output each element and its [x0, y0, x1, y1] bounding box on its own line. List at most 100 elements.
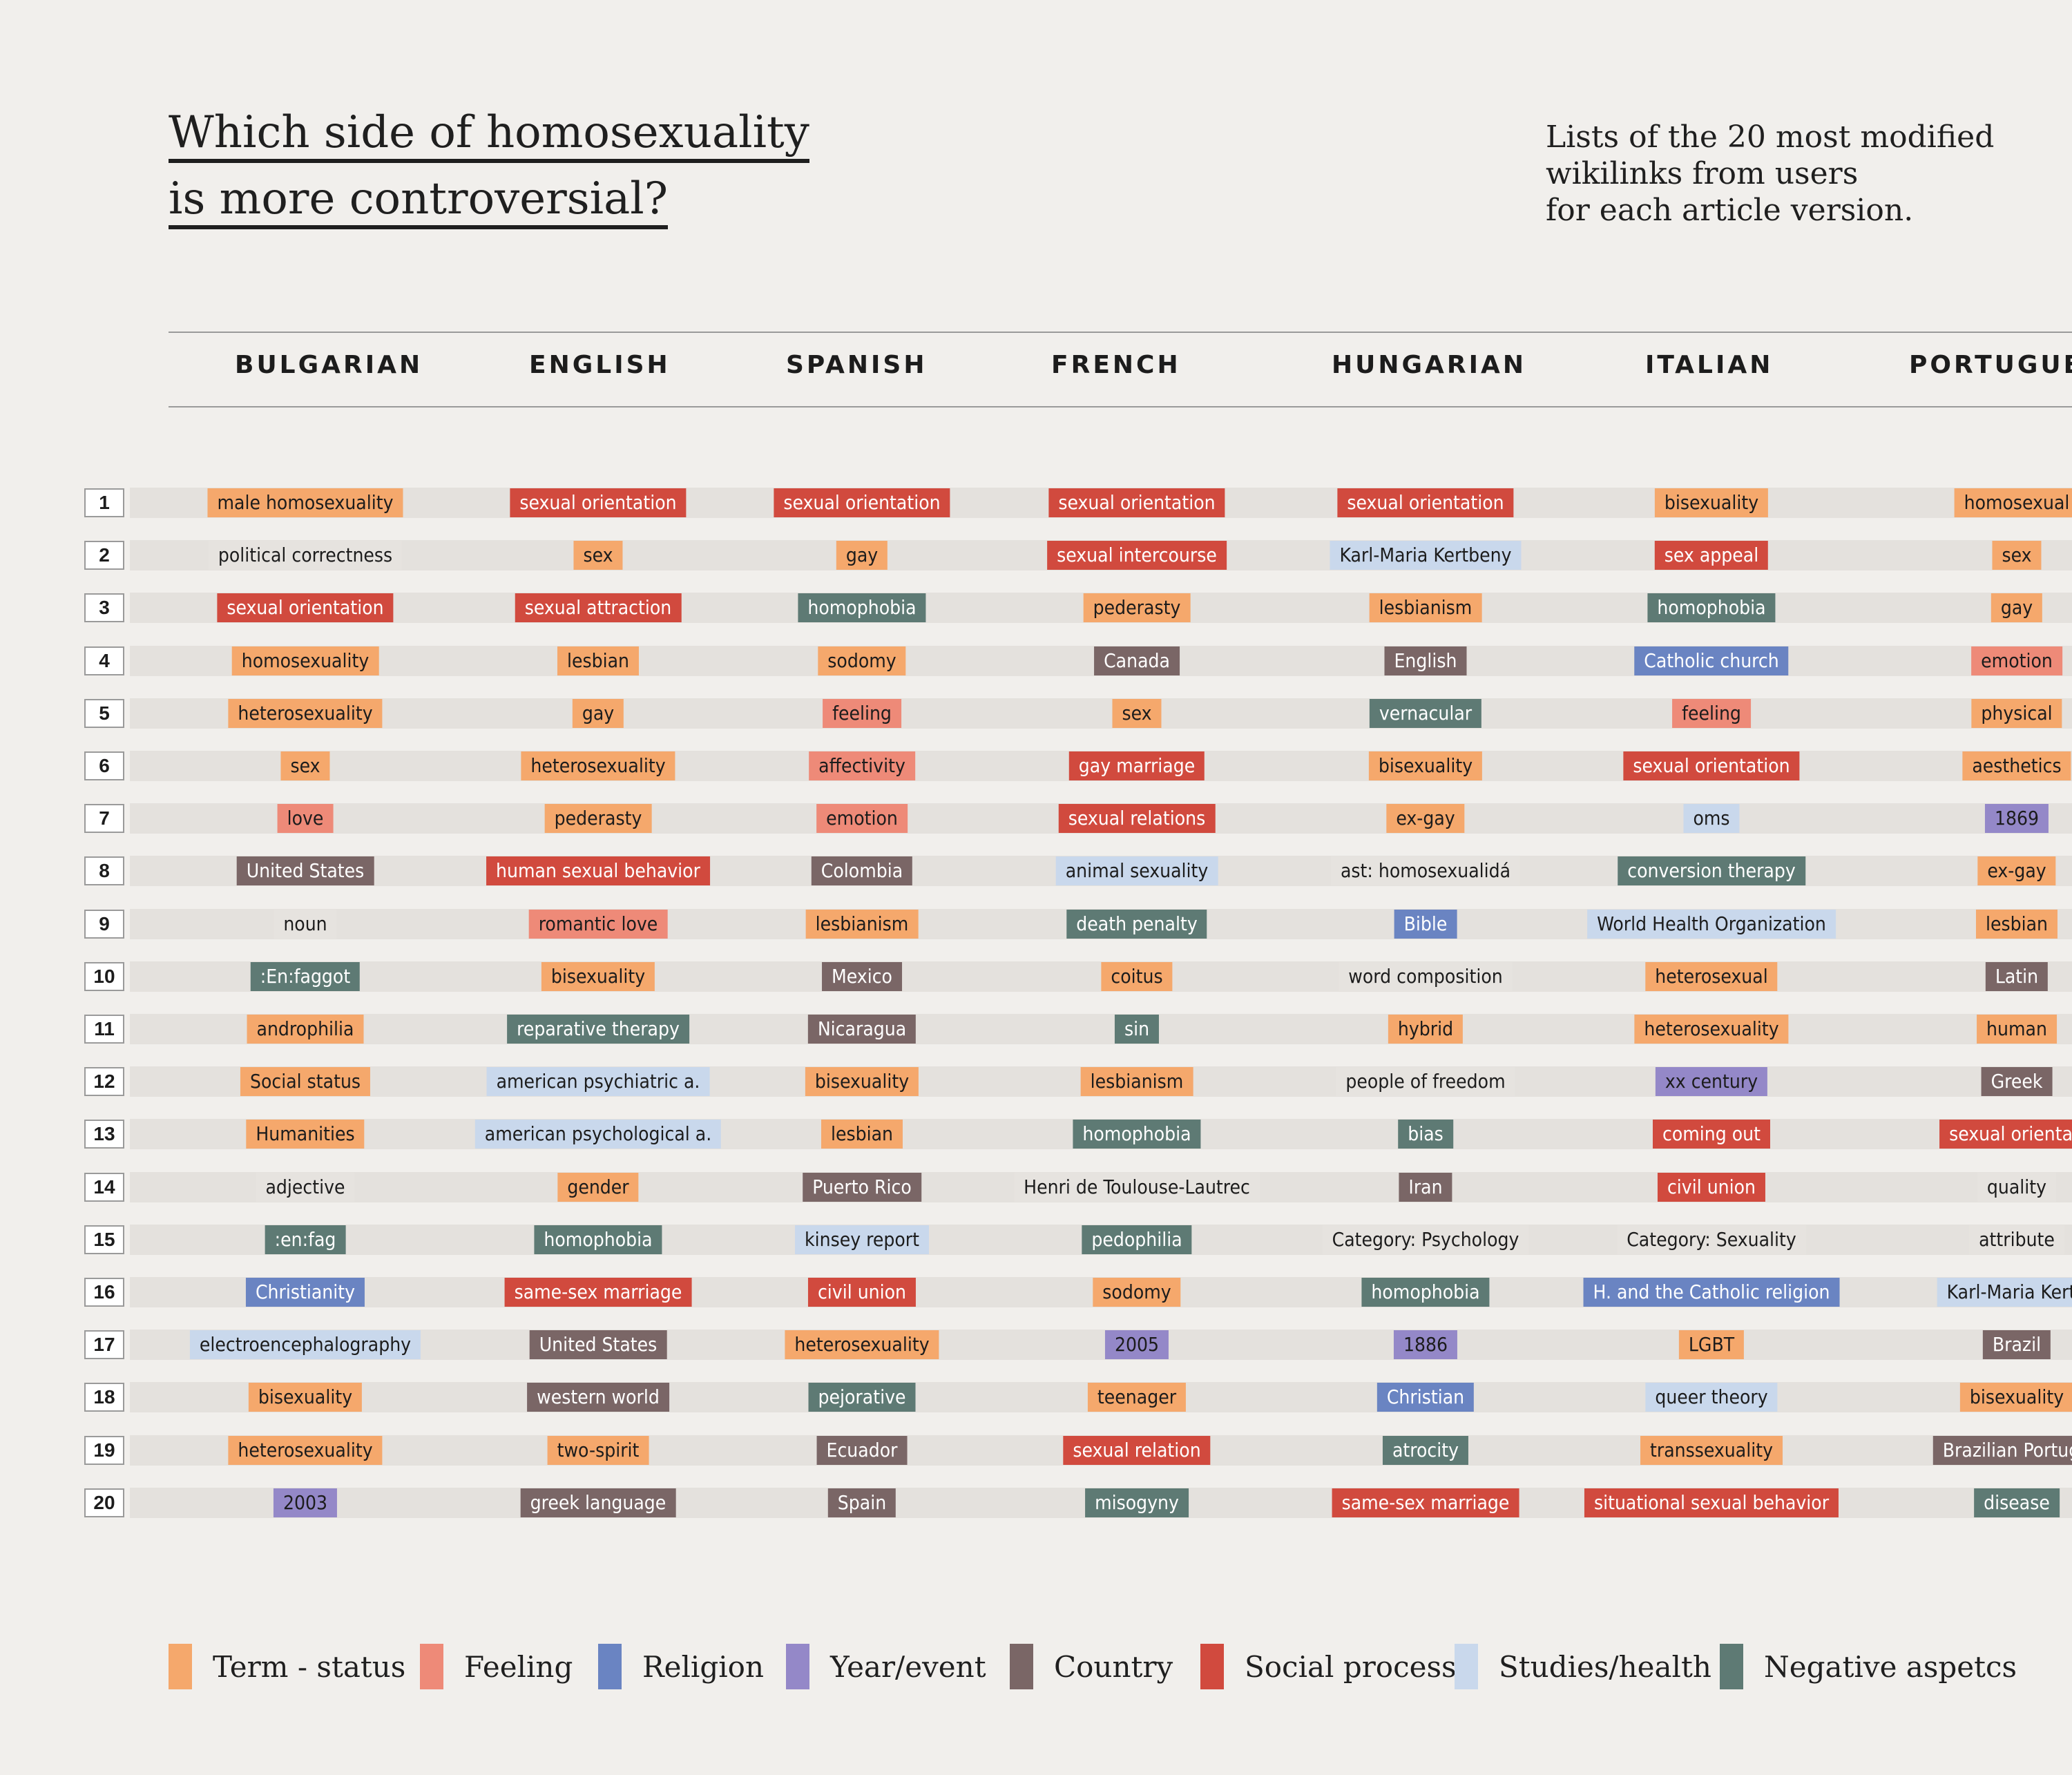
wikilink-chip: sodomy	[818, 646, 906, 675]
rank-label: 18	[84, 1383, 124, 1412]
wikilink-chip: Latin	[1985, 962, 2049, 991]
wikilink-chip: sex	[1112, 699, 1162, 728]
wikilink-chip: love	[277, 804, 334, 833]
wikilink-chip: physical	[1971, 699, 2062, 728]
wikilink-chip: English	[1384, 646, 1467, 675]
legend-label: Studies/health	[1499, 1649, 1711, 1684]
legend-item: Negative aspetcs	[1720, 1644, 2017, 1689]
subtitle-line-3: for each article version.	[1546, 193, 1914, 228]
legend-item: Term - status	[169, 1644, 405, 1689]
wikilink-chip: death penalty	[1066, 910, 1207, 939]
column-header: ITALIAN	[1645, 351, 1774, 379]
legend-item: Social process	[1200, 1644, 1457, 1689]
table-row	[130, 698, 2072, 729]
wikilink-chip: gay marriage	[1068, 751, 1205, 780]
wikilink-chip: androphilia	[247, 1015, 364, 1044]
legend-swatch	[598, 1644, 622, 1689]
column-header: HUNGARIAN	[1332, 351, 1527, 379]
wikilink-chip: adjective	[256, 1173, 355, 1202]
rank-label: 3	[84, 593, 124, 622]
wikilink-chip: bisexuality	[1368, 751, 1483, 780]
wikilink-chip: xx century	[1655, 1067, 1768, 1096]
wikilink-chip: H. and the Catholic religion	[1583, 1278, 1840, 1307]
rank-label: 9	[84, 910, 124, 939]
wikilink-chip: sexual orientation	[217, 593, 394, 622]
chart-title: Which side of homosexuality is more cont…	[169, 104, 809, 236]
wikilink-chip: sex appeal	[1654, 541, 1769, 570]
legend-item: Feeling	[420, 1644, 573, 1689]
wikilink-chip: heterosexuality	[228, 1436, 383, 1465]
wikilink-chip: homosexuality	[231, 646, 379, 675]
wikilink-chip: 2005	[1104, 1330, 1169, 1359]
wikilink-chip: Christianity	[245, 1278, 365, 1307]
legend-label: Country	[1054, 1649, 1173, 1684]
wikilink-chip: human	[1977, 1015, 2057, 1044]
wikilink-chip: Ecuador	[816, 1436, 908, 1465]
wikilink-chip: sex	[1992, 541, 2042, 570]
rank-label: 11	[84, 1015, 124, 1044]
wikilink-chip: Category: Sexuality	[1617, 1225, 1806, 1254]
legend-label: Negative aspetcs	[1764, 1649, 2017, 1684]
wikilink-chip: United States	[236, 856, 374, 885]
rank-label: 2	[84, 541, 124, 570]
wikilink-chip: bisexuality	[1654, 488, 1769, 517]
rank-label: 17	[84, 1330, 124, 1359]
wikilink-chip: lesbianism	[805, 910, 919, 939]
wikilink-chip: two-spirit	[547, 1436, 649, 1465]
legend-swatch	[1200, 1644, 1224, 1689]
wikilink-chip: sexual orientation	[774, 488, 950, 517]
wikilink-chip: animal sexuality	[1055, 856, 1218, 885]
wikilink-chip: american psychiatric a.	[486, 1067, 710, 1096]
wikilink-chip: Karl-Maria Kertbeny	[1330, 541, 1522, 570]
table-row	[130, 1330, 2072, 1360]
legend-label: Term - status	[213, 1649, 406, 1684]
wikilink-chip: hybrid	[1388, 1015, 1464, 1044]
subtitle-line-2: wikilinks from users	[1546, 156, 1859, 191]
wikilink-chip: queer theory	[1645, 1383, 1778, 1412]
wikilink-chip: bisexuality	[1959, 1383, 2072, 1412]
wikilink-chip: Karl-Maria Kertb	[1937, 1278, 2072, 1307]
wikilink-chip: gay	[1991, 593, 2043, 622]
wikilink-chip: aesthetics	[1962, 751, 2071, 780]
wikilink-chip: transsexuality	[1640, 1436, 1783, 1465]
wikilink-chip: situational sexual behavior	[1584, 1488, 1839, 1517]
legend-label: Religion	[642, 1649, 764, 1684]
wikilink-chip: sexual relations	[1058, 804, 1216, 833]
wikilink-chip: heterosexual	[1645, 962, 1778, 991]
rank-label: 12	[84, 1067, 124, 1096]
wikilink-chip: Bible	[1394, 910, 1457, 939]
column-header: PORTUGUES	[1909, 351, 2072, 379]
wikilink-chip: Iran	[1399, 1173, 1452, 1202]
header-bottom-rule	[169, 406, 2072, 407]
wikilink-chip: homophobia	[1361, 1278, 1490, 1307]
wikilink-chip: Nicaragua	[807, 1015, 917, 1044]
legend-swatch	[1455, 1644, 1478, 1689]
wikilink-chip: quality	[1977, 1173, 2057, 1202]
wikilink-chip: human sexual behavior	[486, 856, 710, 885]
legend-item: Studies/health	[1455, 1644, 1711, 1689]
rank-label: 6	[84, 751, 124, 780]
wikilink-chip: civil union	[807, 1278, 917, 1307]
wikilink-chip: World Health Organization	[1587, 910, 1836, 939]
wikilink-chip: sexual attraction	[515, 593, 682, 622]
wikilink-chip: lesbian	[1975, 910, 2058, 939]
wikilink-chip: civil union	[1657, 1173, 1766, 1202]
wikilink-chip: bisexuality	[248, 1383, 363, 1412]
wikilink-chip: same-sex marriage	[504, 1278, 692, 1307]
wikilink-chip: male homosexuality	[207, 488, 403, 517]
wikilink-chip: lesbian	[821, 1120, 903, 1149]
wikilink-chip: vernacular	[1369, 699, 1482, 728]
wikilink-chip: sexual orientation	[510, 488, 687, 517]
wikilink-chip: :En:faggot	[250, 962, 361, 991]
wikilink-chip: sodomy	[1093, 1278, 1181, 1307]
legend-label: Year/event	[830, 1649, 986, 1684]
rank-label: 1	[84, 488, 124, 517]
wikilink-chip: Canada	[1094, 646, 1180, 675]
wikilink-chip: Greek	[1981, 1067, 2053, 1096]
wikilink-chip: noun	[274, 910, 337, 939]
rank-label: 10	[84, 962, 124, 991]
wikilink-chip: sexual orientation	[1048, 488, 1225, 517]
legend-label: Social process	[1245, 1649, 1457, 1684]
rank-label: 16	[84, 1278, 124, 1307]
wikilink-chip: affectivity	[809, 751, 915, 780]
